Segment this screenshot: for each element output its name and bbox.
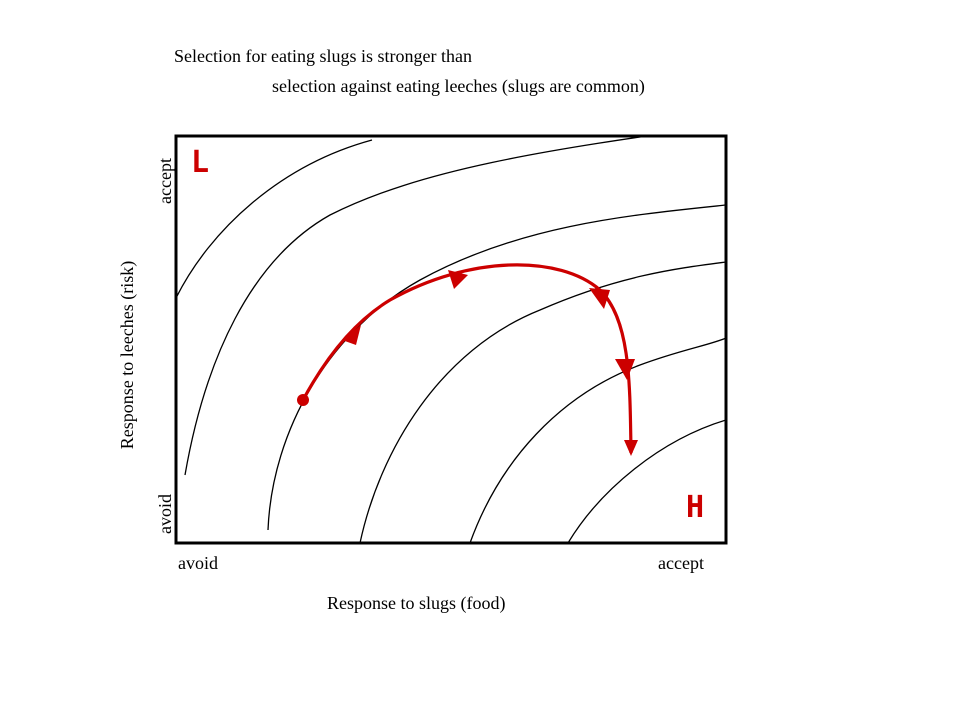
- fitness-contours: [176, 136, 726, 543]
- arrowhead-5: [624, 440, 638, 456]
- region-label-high: H: [686, 490, 705, 525]
- title-line-2: selection against eating leeches (slugs …: [272, 76, 645, 96]
- selection-trajectory: [297, 263, 638, 456]
- start-point: [297, 394, 309, 406]
- contour-line-6: [567, 419, 726, 543]
- y-axis-title: Response to leeches (risk): [117, 260, 137, 450]
- arrowhead-3: [589, 288, 610, 309]
- region-label-low: L: [191, 145, 210, 180]
- arrowhead-2: [448, 270, 468, 289]
- contour-line-5: [469, 337, 726, 543]
- arrowhead-4: [615, 359, 635, 380]
- plot-frame: [174, 134, 728, 545]
- trajectory-path: [301, 263, 633, 454]
- contour-line-1: [176, 139, 373, 299]
- contour-line-4: [359, 261, 726, 543]
- x-axis-max-label: accept: [658, 553, 704, 573]
- title-line-1: Selection for eating slugs is stronger t…: [174, 46, 472, 66]
- arrowhead-1: [342, 325, 361, 345]
- y-axis-max-label: accept: [155, 158, 175, 204]
- contour-line-2: [184, 136, 652, 476]
- contour-line-3: [267, 204, 726, 531]
- x-axis-min-label: avoid: [178, 553, 218, 573]
- y-axis-min-label: avoid: [155, 494, 175, 534]
- x-axis-title: Response to slugs (food): [327, 593, 506, 613]
